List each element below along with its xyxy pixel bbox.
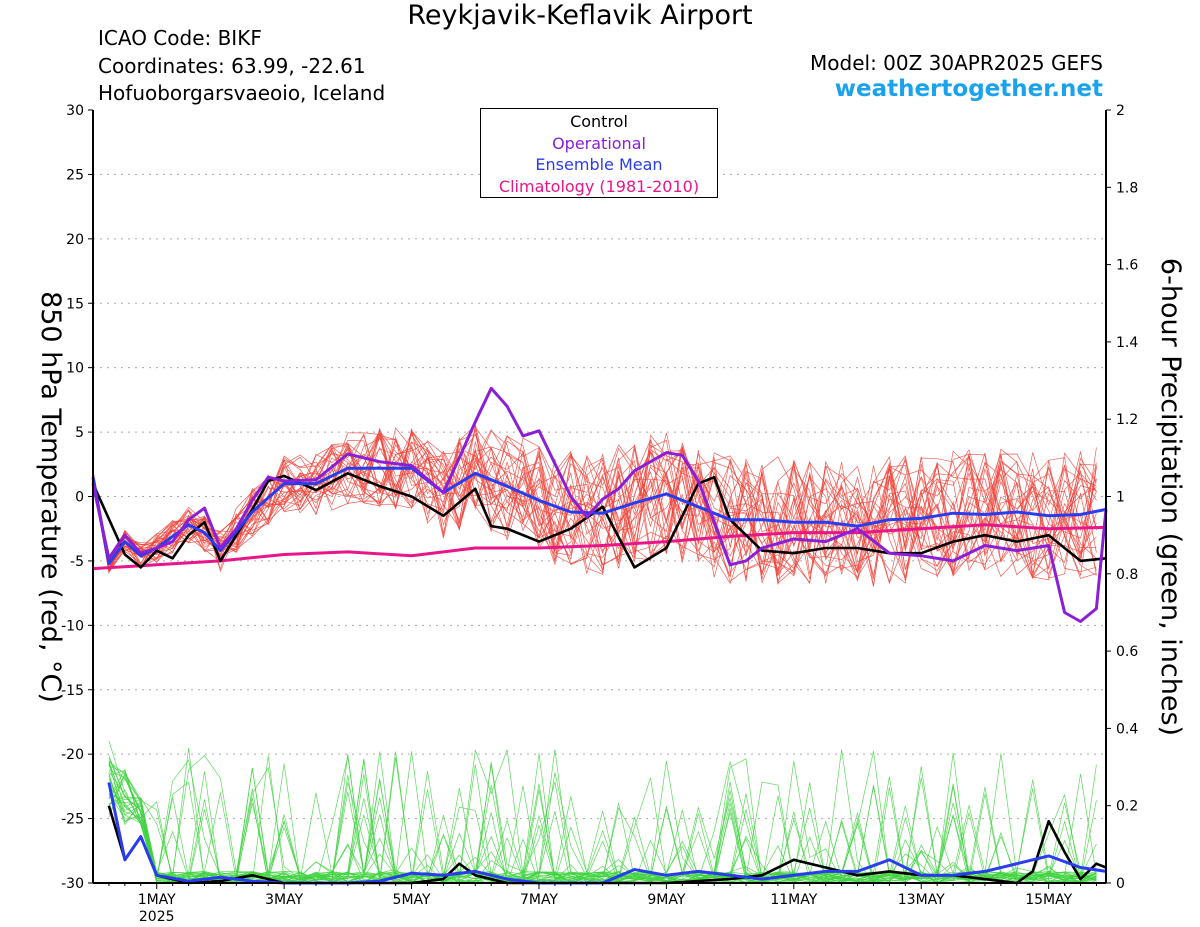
place-name: Hofuoborgarsvaeoio, Iceland (98, 81, 386, 105)
y-tick-label-left: -10 (61, 618, 84, 634)
ensemble-precip-member (108, 756, 1097, 884)
operational-temp-line (91, 386, 1108, 623)
x-tick-label: 1MAY (138, 892, 176, 908)
y-tick-label-right: 1.2 (1116, 412, 1138, 428)
ensemble-temp-member (92, 449, 1097, 578)
legend-item-ensemble-mean: Ensemble Mean (535, 155, 663, 174)
ensemble-precip-member (108, 755, 1097, 884)
y-tick-label-left: -20 (61, 747, 84, 763)
y-tick-label-left: -5 (70, 554, 84, 570)
ensemble-temp-member (92, 429, 1097, 579)
y-axis-label-right: 6-hour Precipitation (green, inches) (1155, 258, 1186, 736)
y-tick-label-left: 15 (66, 296, 84, 312)
chart-title: Reykjavik-Keflavik Airport (407, 0, 753, 31)
grid-lines (93, 173, 1106, 820)
legend-item-control: Control (570, 112, 628, 131)
ensemble-temp-member (92, 446, 1097, 584)
legend: Control Operational Ensemble Mean Climat… (480, 108, 718, 198)
ensemble-temperature-members (92, 424, 1097, 587)
x-tick-label: 7MAY (520, 892, 558, 908)
y-tick-label-right: 0.8 (1116, 567, 1138, 583)
y-tick-label-right: 0.2 (1116, 799, 1138, 815)
x-tick-label: 11MAY (770, 892, 817, 908)
y-tick-label-left: 10 (66, 361, 84, 377)
y-tick-label-right: 1 (1116, 490, 1125, 506)
y-tick-label-right: 0 (1116, 876, 1125, 892)
y-tick-label-right: 1.6 (1116, 258, 1138, 274)
ensemble-temp-member (92, 431, 1097, 577)
ensemble-precipitation-members (108, 740, 1097, 884)
y-tick-label-right: 1.8 (1116, 180, 1138, 196)
axes: 302520151050-5-10-15-20-25-3021.81.61.41… (61, 103, 1138, 925)
ensemble-precip-member (108, 757, 1097, 884)
ensemble-temp-member (92, 443, 1097, 582)
ensemble-mean-temp-line (91, 466, 1107, 565)
y-tick-label-right: 2 (1116, 103, 1125, 119)
y-tick-label-left: 0 (75, 490, 84, 506)
legend-item-operational: Operational (552, 133, 646, 153)
y-tick-label-right: 0.6 (1116, 644, 1138, 660)
x-tick-label: 13MAY (898, 892, 945, 908)
ensemble-precip-member (108, 758, 1097, 884)
x-tick-label: 5MAY (393, 892, 431, 908)
ensemble-temp-member (92, 436, 1097, 574)
x-tick-label: 9MAY (647, 892, 685, 908)
model-run: Model: 00Z 30APR2025 GEFS (810, 51, 1103, 75)
x-tick-label: 15MAY (1025, 892, 1072, 908)
y-tick-label-left: 5 (75, 425, 84, 441)
website-link[interactable]: weathertogether.net (834, 76, 1103, 102)
y-tick-label-left: 30 (66, 103, 84, 119)
y-tick-label-right: 1.4 (1116, 335, 1138, 351)
y-tick-label-left: -30 (61, 876, 84, 892)
coordinates: Coordinates: 63.99, -22.61 (98, 54, 366, 78)
climatology-temp-line (92, 523, 1107, 571)
icao-code: ICAO Code: BIKF (98, 26, 262, 50)
ensemble-temp-member (92, 428, 1097, 581)
y-tick-label-left: 25 (66, 167, 84, 183)
ensemble-temp-member (92, 427, 1097, 578)
legend-item-climatology: Climatology (1981-2010) (498, 176, 700, 196)
y-tick-label-right: 0.4 (1116, 721, 1138, 737)
series-lines (91, 386, 1108, 885)
y-axis-label-left: 850 hPa Temperature (red, °C) (35, 291, 66, 703)
y-tick-label-left: 20 (66, 232, 84, 248)
x-tick-sublabel: 2025 (139, 909, 175, 925)
y-tick-label-left: -25 (61, 812, 84, 828)
y-tick-label-left: -15 (61, 683, 84, 699)
x-tick-label: 3MAY (265, 892, 303, 908)
